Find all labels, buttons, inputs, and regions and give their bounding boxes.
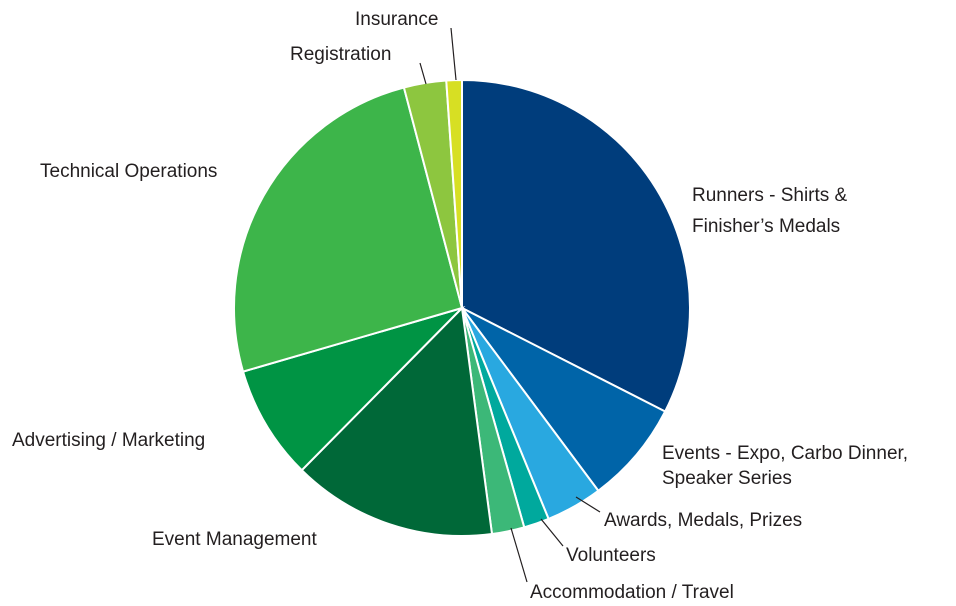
leader-line — [510, 527, 528, 583]
slice-label: Events - Expo, Carbo Dinner, Speaker Ser… — [662, 443, 909, 489]
pie-slice — [233, 86, 464, 373]
slice-label: Event Management — [152, 529, 317, 550]
slice-label: Insurance — [355, 9, 439, 30]
pie-slice — [461, 78, 691, 413]
pie-slice — [300, 305, 494, 537]
slice-label: Technical Operations — [40, 161, 218, 182]
pie-slice — [445, 78, 463, 309]
leader-line — [419, 62, 427, 85]
pie-slice — [461, 307, 667, 493]
slice-label: Volunteers — [566, 545, 656, 566]
slice-label: Runners - Shirts & Finisher’s Medals — [692, 185, 848, 237]
pie-slice — [241, 305, 466, 472]
leader-line — [575, 496, 601, 513]
leader-line — [540, 518, 564, 547]
slice-label: Advertising / Marketing — [12, 430, 206, 451]
slice-label: Accommodation / Travel — [530, 582, 734, 603]
leader-line — [450, 27, 457, 81]
slice-label: Awards, Medals, Prizes — [604, 510, 803, 531]
slice-label: Registration — [290, 44, 392, 65]
